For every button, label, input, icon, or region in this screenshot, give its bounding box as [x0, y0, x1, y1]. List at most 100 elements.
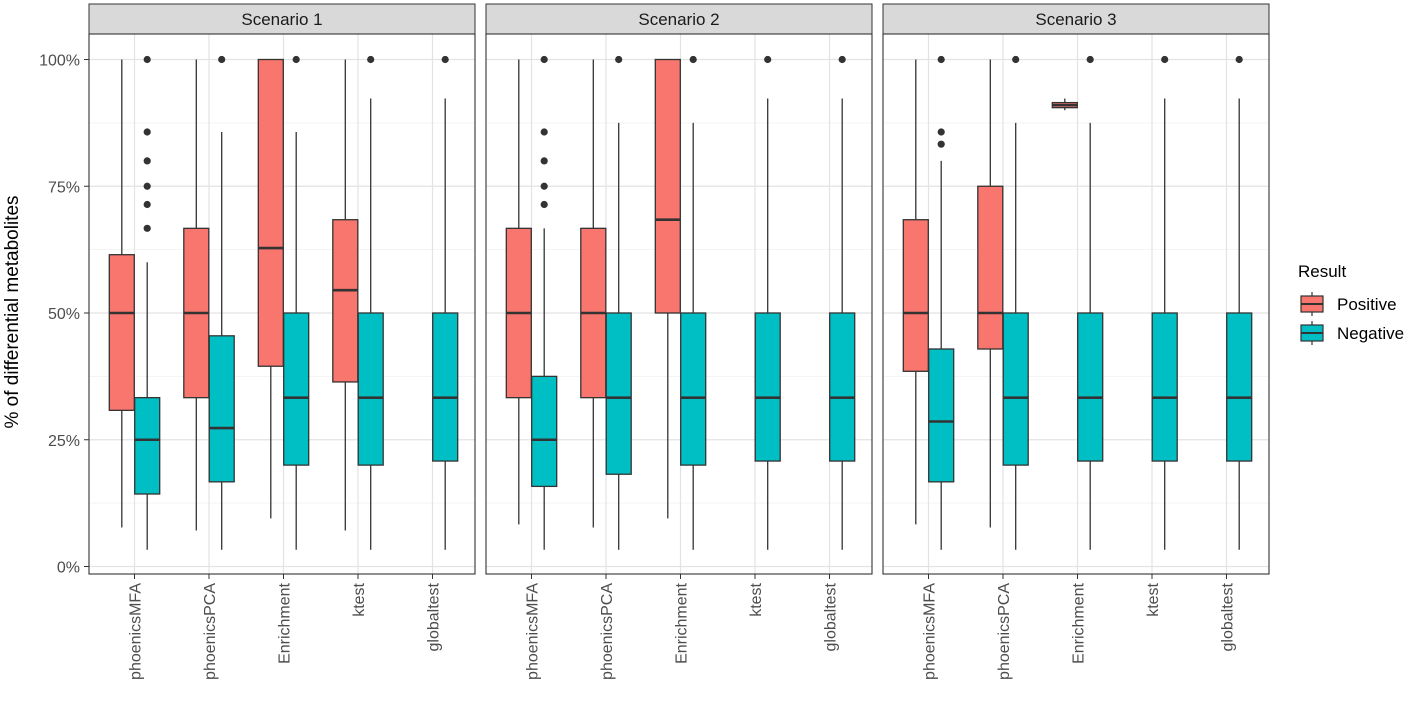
box-iqr — [902, 219, 929, 372]
box-negative-Enrichment — [283, 55, 310, 550]
box-iqr — [108, 254, 135, 411]
outlier-point — [1161, 55, 1169, 64]
box-iqr — [531, 375, 558, 488]
box-iqr — [605, 312, 632, 475]
facet-panel: Scenario 1 phoenicsMFA phoenicsPCA Enrichme… — [88, 3, 476, 680]
outlier-point — [937, 55, 945, 64]
outlier-point — [937, 140, 945, 148]
box-negative-phoenicsMFA — [531, 55, 558, 550]
y-tick-label: 50% — [48, 306, 80, 323]
box-iqr — [1151, 312, 1178, 462]
panel-border — [485, 33, 873, 575]
box-positive-phoenicsMFA — [505, 59, 532, 525]
outlier-point — [143, 128, 151, 136]
box-negative-globaltest — [829, 55, 856, 550]
x-tick-label: phoenicsMFA — [922, 583, 939, 680]
panel-border — [88, 33, 476, 575]
outlier-point — [143, 200, 151, 209]
box-iqr — [208, 335, 235, 483]
y-axis: 0% 25% 50% 75% 100% — [39, 53, 89, 577]
legend-title: Result — [1298, 262, 1346, 281]
box-iqr — [654, 58, 681, 314]
box-positive-Enrichment — [654, 58, 681, 519]
outlier-point — [143, 224, 151, 232]
outlier-point — [441, 55, 449, 64]
facet-strip — [88, 3, 476, 35]
box-negative-phoenicsMFA — [928, 55, 955, 550]
box-iqr — [754, 312, 781, 462]
legend-key-negative — [1300, 321, 1324, 345]
outlier-point — [838, 55, 846, 64]
box-iqr — [283, 312, 310, 466]
legend-label: Positive — [1337, 295, 1397, 314]
legend: Result Positive Negative — [1298, 262, 1404, 345]
box-iqr — [977, 185, 1004, 350]
outlier-point — [540, 157, 548, 165]
box-negative-phoenicsPCA — [605, 55, 632, 550]
x-tick-label: Enrichment — [277, 582, 294, 663]
x-tick-label: globaltest — [426, 582, 443, 651]
outlier-point — [143, 182, 151, 190]
box-positive-phoenicsPCA — [183, 59, 210, 531]
box-iqr — [829, 312, 856, 462]
outlier-point — [615, 55, 623, 64]
facet-panels: Scenario 1 phoenicsMFA phoenicsPCA Enrichme… — [88, 3, 1270, 680]
box-iqr — [1226, 312, 1253, 462]
x-tick-label: ktest — [748, 582, 765, 616]
box-positive-phoenicsMFA — [108, 59, 135, 528]
outlier-point — [218, 55, 226, 64]
x-tick-label: phoenicsPCA — [202, 583, 219, 680]
outlier-point — [764, 55, 772, 64]
box-negative-globaltest — [432, 55, 459, 550]
outlier-point — [1086, 55, 1094, 64]
x-tick-label: globaltest — [823, 582, 840, 651]
x-tick-label: phoenicsMFA — [128, 583, 145, 680]
box-negative-ktest — [357, 55, 384, 550]
x-tick-label: Enrichment — [1071, 582, 1088, 663]
facet-title: Scenario 2 — [638, 10, 719, 29]
box-negative-ktest — [754, 55, 781, 550]
outlier-point — [1235, 55, 1243, 64]
box-iqr — [1002, 312, 1029, 466]
facet-strip — [882, 3, 1270, 35]
outlier-point — [689, 55, 697, 64]
outlier-point — [540, 128, 548, 136]
facet-title: Scenario 3 — [1035, 10, 1116, 29]
facet-strip — [485, 3, 873, 35]
box-negative-Enrichment — [680, 55, 707, 550]
y-tick-label: 25% — [48, 433, 80, 450]
x-tick-label: Enrichment — [674, 582, 691, 663]
panel-background — [883, 34, 1269, 574]
outlier-point — [292, 55, 300, 64]
facet-panel: Scenario 3 phoenicsMFA phoenicsPCA Enrichme… — [882, 3, 1270, 680]
facet-panel: Scenario 2 phoenicsMFA phoenicsPCA Enrichme… — [485, 3, 873, 680]
x-tick-label: phoenicsPCA — [996, 583, 1013, 680]
outlier-point — [540, 182, 548, 190]
box-positive-ktest — [332, 59, 359, 531]
box-negative-phoenicsPCA — [208, 55, 235, 550]
x-tick-label: phoenicsPCA — [599, 583, 616, 680]
box-negative-phoenicsMFA — [134, 55, 161, 550]
outlier-point — [540, 55, 548, 64]
x-tick-label: phoenicsMFA — [525, 583, 542, 680]
outlier-point — [367, 55, 375, 64]
box-positive-phoenicsMFA — [902, 59, 929, 525]
outlier-point — [1012, 55, 1020, 64]
box-positive-phoenicsPCA — [977, 59, 1004, 528]
box-negative-phoenicsPCA — [1002, 55, 1029, 550]
box-positive-phoenicsPCA — [580, 59, 607, 528]
y-axis-title: % of differential metabolites — [2, 195, 23, 428]
box-iqr — [680, 312, 707, 466]
box-negative-ktest — [1151, 55, 1178, 550]
y-tick-label: 75% — [48, 179, 80, 196]
box-iqr — [257, 58, 284, 367]
box-negative-globaltest — [1226, 55, 1253, 550]
box-iqr — [332, 219, 359, 383]
box-iqr — [928, 348, 955, 483]
box-iqr — [357, 312, 384, 466]
box-iqr — [1077, 312, 1104, 462]
outlier-point — [540, 200, 548, 209]
outlier-point — [937, 128, 945, 136]
x-tick-label: ktest — [1145, 582, 1162, 616]
